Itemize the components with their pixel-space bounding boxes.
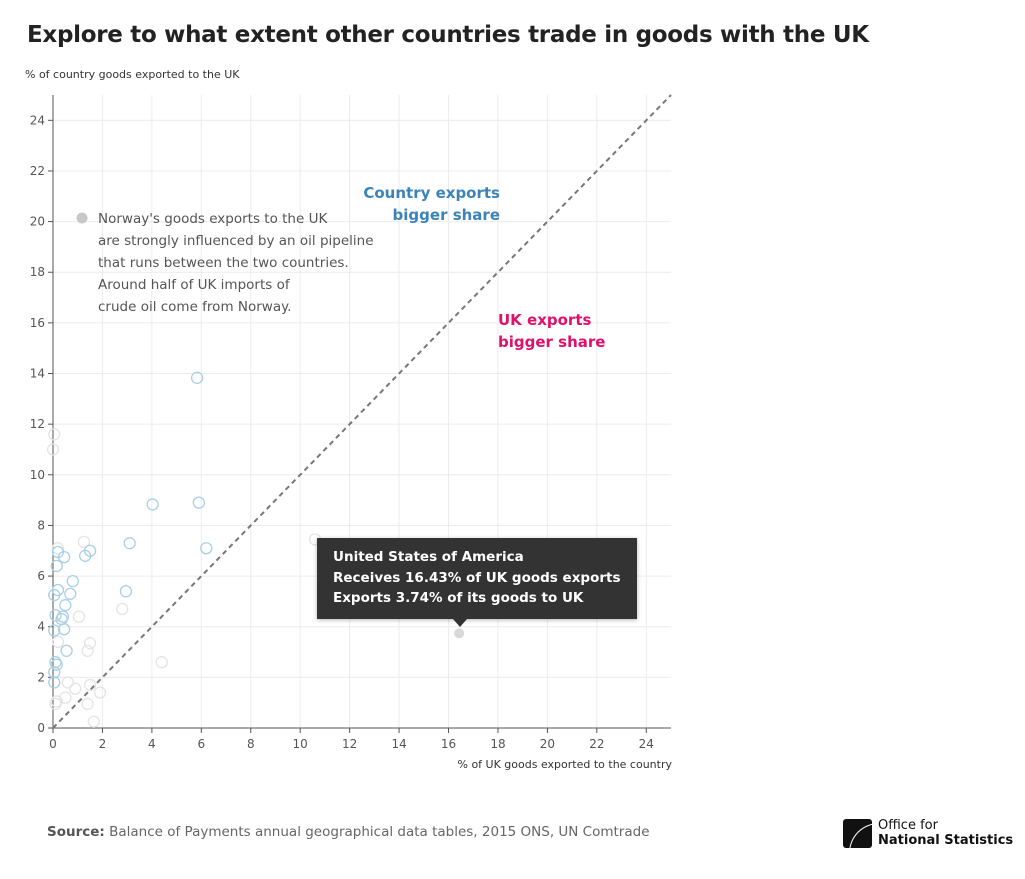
x-tick-label: 10	[293, 737, 308, 751]
y-tick-label: 6	[37, 569, 45, 583]
y-tick-label: 0	[37, 721, 45, 735]
data-point	[48, 666, 61, 679]
y-tick-label: 24	[30, 113, 45, 127]
chart-title: Explore to what extent other countries t…	[27, 22, 869, 48]
ons-logo: Office for National Statistics	[843, 818, 1013, 848]
data-point	[64, 587, 77, 600]
data-point	[190, 371, 204, 384]
region-label-line: bigger share	[498, 333, 606, 351]
y-tick-label: 8	[37, 518, 45, 532]
y-tick-label: 20	[30, 215, 45, 229]
y-tick-label: 4	[37, 620, 45, 634]
y-tick-label: 10	[30, 468, 45, 482]
faded-data-point	[51, 635, 65, 649]
faded-data-point	[81, 644, 94, 657]
data-point	[57, 623, 71, 636]
data-point	[78, 549, 92, 562]
x-tick-label: 2	[99, 737, 107, 751]
data-point	[146, 498, 159, 511]
faded-data-point	[69, 682, 82, 695]
data-tooltip: United States of America Receives 16.43%…	[317, 538, 637, 626]
data-point	[48, 624, 61, 637]
data-point	[119, 585, 133, 598]
y-axis-label: % of country goods exported to the UK	[25, 68, 240, 81]
region-label-line: UK exports	[498, 311, 592, 329]
data-point	[60, 644, 73, 657]
annotation-marker-icon	[76, 212, 88, 224]
data-point	[57, 550, 71, 564]
x-axis-label: % of UK goods exported to the country	[457, 758, 673, 771]
data-point	[123, 537, 136, 550]
x-tick-label: 20	[540, 737, 555, 751]
faded-data-point	[77, 535, 91, 549]
y-tick-label: 18	[30, 265, 45, 279]
y-tick-label: 14	[30, 367, 45, 381]
ons-logo-icon	[843, 818, 872, 848]
y-tick-label: 22	[30, 164, 45, 178]
source-text: Balance of Payments annual geographical …	[104, 824, 650, 840]
annotation-line: that runs between the two countries.	[98, 255, 349, 271]
faded-data-point	[83, 637, 97, 650]
x-tick-label: 16	[441, 737, 456, 751]
data-point	[50, 559, 63, 573]
highlighted-data-point	[454, 628, 465, 639]
data-point	[59, 599, 72, 612]
x-tick-label: 24	[639, 737, 654, 751]
faded-data-point	[49, 697, 62, 711]
annotation-line: crude oil come from Norway.	[98, 299, 292, 315]
faded-data-point	[46, 443, 60, 456]
data-point	[192, 496, 205, 509]
data-point	[50, 658, 63, 671]
tooltip-line: Receives 16.43% of UK goods exports	[333, 569, 621, 586]
x-tick-label: 18	[490, 737, 505, 751]
country-exports-region-label: Country exports bigger share	[360, 182, 500, 226]
faded-data-point	[51, 542, 65, 555]
logo-line: National Statistics	[878, 833, 1014, 848]
data-point	[200, 542, 213, 555]
x-tick-label: 14	[391, 737, 406, 751]
faded-data-point	[72, 610, 86, 623]
source-label: Source:	[47, 824, 105, 840]
data-point	[48, 588, 61, 602]
uk-exports-region-label: UK exports bigger share	[498, 309, 605, 353]
faded-data-point	[81, 697, 94, 711]
data-point	[49, 609, 62, 622]
x-tick-label: 8	[247, 737, 255, 751]
annotation-line: Around half of UK imports of	[98, 277, 290, 293]
y-tick-label: 16	[30, 316, 45, 330]
data-point	[66, 574, 79, 588]
x-tick-label: 12	[342, 737, 357, 751]
region-label-line: bigger share	[392, 206, 500, 224]
data-point	[56, 610, 70, 623]
faded-data-point	[93, 686, 107, 699]
faded-data-point	[61, 676, 74, 689]
y-tick-label: 12	[30, 417, 45, 431]
region-label-line: Country exports	[363, 184, 500, 202]
annotation-line: Norway's goods exports to the UK	[98, 211, 328, 227]
y-tick-label: 2	[37, 670, 45, 684]
norway-annotation: Norway's goods exports to the UK are str…	[98, 208, 398, 318]
faded-data-point	[155, 656, 168, 669]
tooltip-country: United States of America	[333, 549, 524, 565]
faded-data-point	[48, 428, 61, 441]
x-tick-label: 6	[197, 737, 205, 751]
tooltip-line: Exports 3.74% of its goods to UK	[333, 590, 584, 606]
faded-data-point	[83, 678, 97, 692]
data-point	[48, 676, 61, 689]
faded-data-point	[87, 715, 100, 728]
source-note: Source: Balance of Payments annual geogr…	[47, 824, 650, 840]
annotation-line: are strongly influenced by an oil pipeli…	[98, 233, 374, 249]
faded-data-point	[116, 602, 129, 616]
x-tick-label: 22	[589, 737, 604, 751]
x-tick-label: 4	[148, 737, 156, 751]
logo-line: Office for	[878, 818, 938, 833]
x-tick-label: 0	[49, 737, 57, 751]
equal-share-line	[52, 94, 672, 729]
